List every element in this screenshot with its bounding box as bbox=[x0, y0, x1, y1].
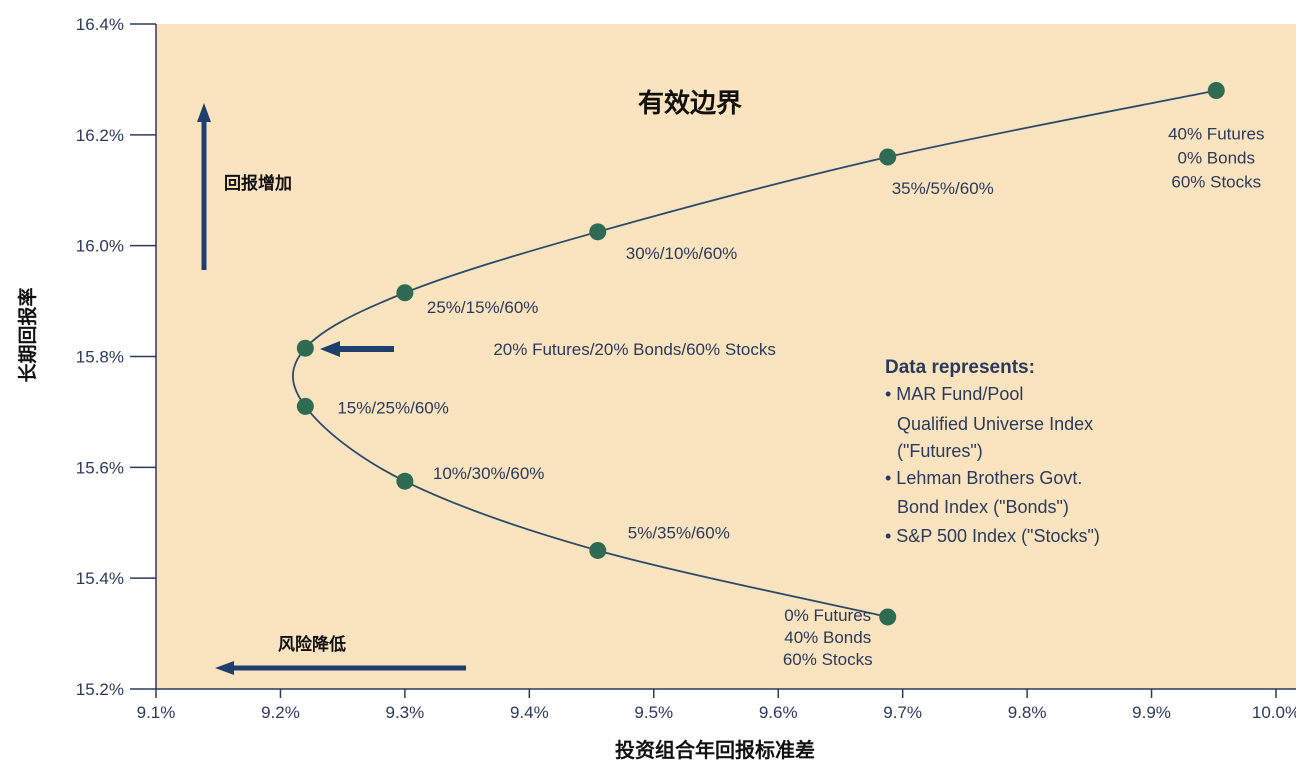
y-tick-label: 16.0% bbox=[76, 237, 124, 256]
x-tick-label: 9.2% bbox=[261, 703, 300, 722]
y-tick-label: 15.2% bbox=[76, 680, 124, 699]
data-point-10-30-60 bbox=[396, 472, 414, 490]
point-labels: 0% Futures 40% Bonds 60% Stocks 5%/35%/60% 1… bbox=[337, 125, 1264, 669]
point-label: 35%/5%/60% bbox=[892, 179, 994, 198]
data-point-30-10-60 bbox=[589, 223, 607, 241]
x-tick-label: 9.3% bbox=[386, 703, 425, 722]
y-axis-label: 长期回报率 bbox=[16, 287, 39, 382]
return-up-arrow bbox=[197, 103, 211, 270]
data-point-0-40-60 bbox=[879, 608, 897, 626]
min-variance-arrow bbox=[320, 341, 394, 357]
data-point-25-15-60 bbox=[396, 284, 414, 302]
note-line-1: • MAR Fund/Pool bbox=[885, 384, 1023, 404]
x-axis-label: 投资组合年回报标准差 bbox=[615, 738, 815, 762]
point-label: 40% Bonds bbox=[784, 628, 871, 647]
x-tick-label: 9.7% bbox=[883, 703, 922, 722]
y-tick-label: 15.8% bbox=[76, 348, 124, 367]
data-note: Data represents: • MAR Fund/Pool Qualifi… bbox=[885, 357, 1100, 546]
point-label: 20% Futures/20% Bonds/60% Stocks bbox=[493, 340, 776, 359]
y-tick-label: 16.2% bbox=[76, 126, 124, 145]
point-label: 40% Futures bbox=[1168, 125, 1264, 144]
point-label: 0% Futures bbox=[784, 606, 871, 625]
x-tick-label: 9.4% bbox=[510, 703, 549, 722]
note-line-6: • S&P 500 Index ("Stocks") bbox=[885, 526, 1100, 546]
risk-down-arrow bbox=[215, 661, 466, 675]
point-label: 15%/25%/60% bbox=[337, 398, 449, 417]
x-tick-label: 9.9% bbox=[1132, 703, 1171, 722]
note-title: Data represents: bbox=[885, 357, 1035, 378]
x-tick-label: 9.6% bbox=[759, 703, 798, 722]
data-point-20-20-60 bbox=[296, 339, 314, 357]
chart-title: 有效边界 bbox=[638, 88, 742, 119]
data-point-35-5-60 bbox=[879, 148, 897, 166]
x-axis: 9.1% 9.2% 9.3% 9.4% 9.5% 9.6% 9.7% 9.8% 9.9% 10.0… bbox=[137, 688, 1296, 722]
point-label: 0% Bonds bbox=[1178, 149, 1256, 168]
point-label: 25%/15%/60% bbox=[427, 298, 539, 317]
point-label: 30%/10%/60% bbox=[626, 244, 738, 263]
return-up-label: 回报增加 bbox=[224, 173, 292, 194]
y-axis: 15.2% 15.4% 15.6% 15.8% 16.0% 16.2% 16.4% bbox=[76, 15, 157, 699]
x-tick-label: 9.5% bbox=[634, 703, 673, 722]
risk-down-label: 风险降低 bbox=[278, 634, 346, 655]
y-tick-label: 15.4% bbox=[76, 569, 124, 588]
x-tick-label: 9.1% bbox=[137, 703, 176, 722]
y-tick-label: 16.4% bbox=[76, 15, 124, 34]
x-tick-label: 10.0% bbox=[1252, 703, 1296, 722]
data-points bbox=[296, 82, 1225, 626]
x-tick-label: 9.8% bbox=[1008, 703, 1047, 722]
data-point-5-35-60 bbox=[589, 541, 607, 559]
note-line-2: Qualified Universe Index bbox=[897, 414, 1093, 434]
plot-background bbox=[156, 24, 1296, 689]
point-label: 60% Stocks bbox=[783, 650, 873, 669]
note-line-4: • Lehman Brothers Govt. bbox=[885, 468, 1082, 488]
data-point-15-25-60 bbox=[296, 397, 314, 415]
note-line-3: ("Futures") bbox=[897, 441, 983, 461]
data-point-40-0-60 bbox=[1207, 82, 1225, 99]
y-tick-label: 15.6% bbox=[76, 458, 124, 477]
note-line-5: Bond Index ("Bonds") bbox=[897, 497, 1069, 517]
point-label: 60% Stocks bbox=[1171, 173, 1261, 192]
point-label: 5%/35%/60% bbox=[628, 523, 730, 542]
point-label: 10%/30%/60% bbox=[433, 464, 545, 483]
